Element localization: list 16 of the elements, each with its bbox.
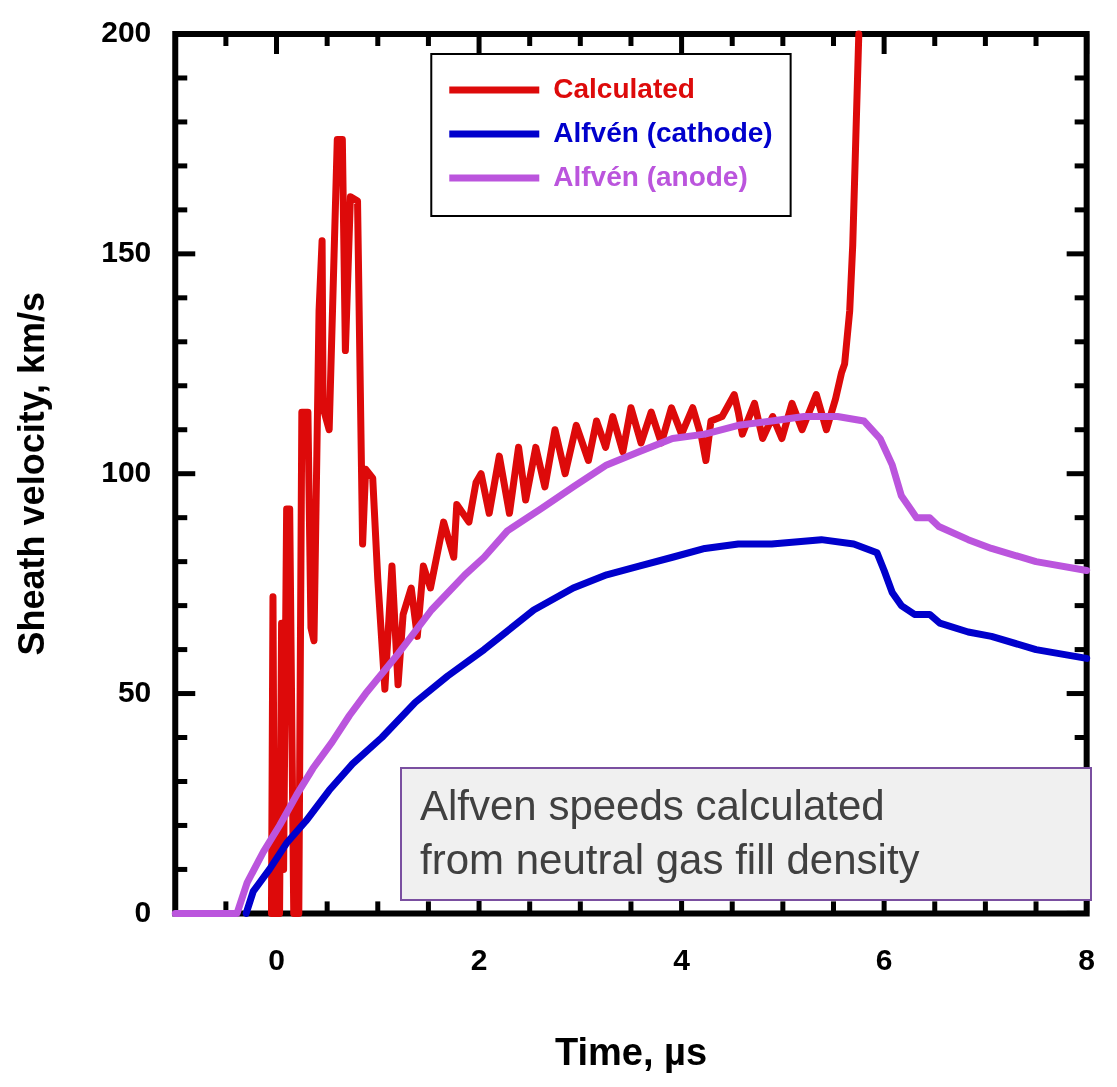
note-box: Alfven speeds calculated from neutral gas fill density [400, 767, 1092, 901]
y-tick-label: 200 [101, 15, 152, 49]
y-tick-label: 0 [134, 894, 152, 928]
x-tick-label: 6 [875, 942, 893, 976]
legend-label: Alfvén (cathode) [553, 116, 773, 148]
legend-label: Calculated [553, 72, 695, 104]
legend-label: Alfvén (anode) [553, 160, 748, 192]
x-axis-title: Time, µs [554, 1030, 708, 1073]
y-axis-title: Sheath velocity, km/s [10, 291, 52, 656]
y-tick-label: 150 [101, 235, 152, 269]
y-tick-label: 50 [117, 674, 152, 708]
x-tick-label: 2 [470, 942, 488, 976]
x-tick-label: 0 [268, 942, 285, 976]
x-tick-label: 4 [673, 942, 691, 976]
x-tick-label: 8 [1078, 942, 1095, 976]
y-tick-label: 100 [101, 454, 152, 488]
